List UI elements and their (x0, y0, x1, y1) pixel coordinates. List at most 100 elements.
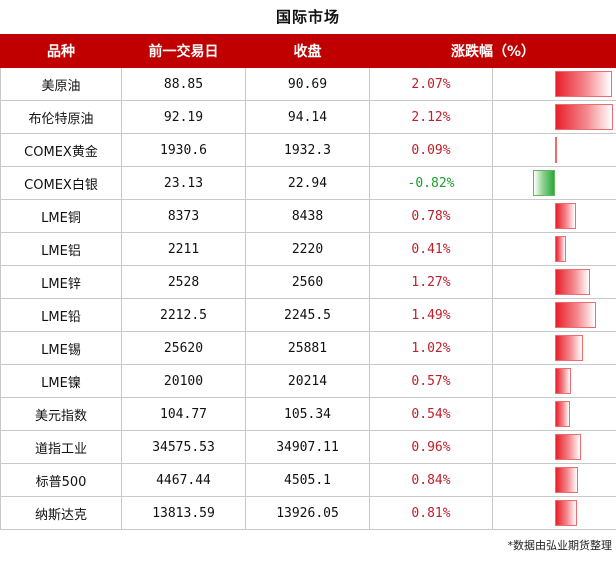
change-percent-cell: 0.78% (369, 199, 493, 233)
product-name-cell: LME镍 (0, 364, 122, 398)
table-row: LME铅 2212.5 2245.5 1.49% (0, 298, 616, 332)
product-name-cell: 道指工业 (0, 430, 122, 464)
header-previous-day: 前一交易日 (121, 34, 246, 68)
close-value-cell: 25881 (245, 331, 370, 365)
close-value-cell: 94.14 (245, 100, 370, 134)
previous-value-cell: 88.85 (121, 67, 246, 101)
table-row: 美元指数 104.77 105.34 0.54% (0, 397, 616, 431)
change-percent-cell: 0.81% (369, 496, 493, 530)
previous-value-cell: 13813.59 (121, 496, 246, 530)
change-percent-cell: 0.84% (369, 463, 493, 497)
positive-change-bar (555, 203, 577, 229)
change-bar-cell (492, 133, 616, 167)
positive-change-bar (555, 467, 578, 493)
positive-change-bar (555, 335, 583, 361)
change-percent-cell: 1.49% (369, 298, 493, 332)
product-name-cell: LME铝 (0, 232, 122, 266)
change-bar-cell (492, 397, 616, 431)
close-value-cell: 22.94 (245, 166, 370, 200)
table-row: 布伦特原油 92.19 94.14 2.12% (0, 100, 616, 134)
close-value-cell: 90.69 (245, 67, 370, 101)
previous-value-cell: 2212.5 (121, 298, 246, 332)
change-bar-cell (492, 67, 616, 101)
positive-change-bar (555, 236, 567, 262)
source-footnote: *数据由弘业期货整理 (507, 539, 613, 552)
positive-change-bar (555, 269, 590, 295)
change-percent-cell: 0.96% (369, 430, 493, 464)
close-value-cell: 2220 (245, 232, 370, 266)
table-row: 美原油 88.85 90.69 2.07% (0, 67, 616, 101)
positive-change-bar (555, 434, 582, 460)
product-name-cell: 美元指数 (0, 397, 122, 431)
previous-value-cell: 2211 (121, 232, 246, 266)
positive-change-bar (555, 401, 570, 427)
product-name-cell: COMEX白银 (0, 166, 122, 200)
positive-change-bar (555, 137, 558, 163)
change-bar-cell (492, 463, 616, 497)
close-value-cell: 20214 (245, 364, 370, 398)
positive-change-bar (555, 302, 596, 328)
table-row: 标普500 4467.44 4505.1 0.84% (0, 463, 616, 497)
product-name-cell: COMEX黄金 (0, 133, 122, 167)
change-bar-cell (492, 199, 616, 233)
table-row: LME铜 8373 8438 0.78% (0, 199, 616, 233)
product-name-cell: LME铅 (0, 298, 122, 332)
table-row: LME锡 25620 25881 1.02% (0, 331, 616, 365)
previous-value-cell: 104.77 (121, 397, 246, 431)
close-value-cell: 4505.1 (245, 463, 370, 497)
previous-value-cell: 1930.6 (121, 133, 246, 167)
table-row: LME锌 2528 2560 1.27% (0, 265, 616, 299)
close-value-cell: 2560 (245, 265, 370, 299)
product-name-cell: LME锡 (0, 331, 122, 365)
previous-value-cell: 2528 (121, 265, 246, 299)
close-value-cell: 105.34 (245, 397, 370, 431)
previous-value-cell: 23.13 (121, 166, 246, 200)
change-bar-cell (492, 430, 616, 464)
change-bar-cell (492, 265, 616, 299)
negative-change-bar (532, 170, 555, 196)
change-percent-cell: 0.57% (369, 364, 493, 398)
positive-change-bar (555, 104, 613, 130)
previous-value-cell: 92.19 (121, 100, 246, 134)
positive-change-bar (555, 368, 571, 394)
header-change-percent: 涨跌幅（%） (369, 34, 616, 68)
previous-value-cell: 34575.53 (121, 430, 246, 464)
close-value-cell: 1932.3 (245, 133, 370, 167)
header-close: 收盘 (245, 34, 370, 68)
close-value-cell: 13926.05 (245, 496, 370, 530)
previous-value-cell: 4467.44 (121, 463, 246, 497)
table-header-row: 品种 前一交易日 收盘 涨跌幅（%） (0, 34, 616, 68)
table-row: LME铝 2211 2220 0.41% (0, 232, 616, 266)
change-bar-cell (492, 496, 616, 530)
change-percent-cell: 1.27% (369, 265, 493, 299)
change-percent-cell: -0.82% (369, 166, 493, 200)
product-name-cell: 布伦特原油 (0, 100, 122, 134)
change-percent-cell: 0.41% (369, 232, 493, 266)
table-row: LME镍 20100 20214 0.57% (0, 364, 616, 398)
close-value-cell: 2245.5 (245, 298, 370, 332)
table-row: 道指工业 34575.53 34907.11 0.96% (0, 430, 616, 464)
change-percent-cell: 2.12% (369, 100, 493, 134)
previous-value-cell: 8373 (121, 199, 246, 233)
positive-change-bar (555, 71, 612, 97)
change-bar-cell (492, 364, 616, 398)
previous-value-cell: 25620 (121, 331, 246, 365)
product-name-cell: LME锌 (0, 265, 122, 299)
positive-change-bar (555, 500, 578, 526)
change-bar-cell (492, 331, 616, 365)
change-bar-cell (492, 166, 616, 200)
product-name-cell: 标普500 (0, 463, 122, 497)
table-row: COMEX黄金 1930.6 1932.3 0.09% (0, 133, 616, 167)
close-value-cell: 8438 (245, 199, 370, 233)
change-bar-cell (492, 100, 616, 134)
page-title: 国际市场 (275, 8, 340, 26)
header-product: 品种 (0, 34, 122, 68)
close-value-cell: 34907.11 (245, 430, 370, 464)
product-name-cell: LME铜 (0, 199, 122, 233)
change-bar-cell (492, 298, 616, 332)
change-percent-cell: 2.07% (369, 67, 493, 101)
change-bar-cell (492, 232, 616, 266)
table-row: COMEX白银 23.13 22.94 -0.82% (0, 166, 616, 200)
previous-value-cell: 20100 (121, 364, 246, 398)
table-body: 美原油 88.85 90.69 2.07% 布伦特原油 92.19 94.14 2.12% CO… (0, 67, 616, 530)
